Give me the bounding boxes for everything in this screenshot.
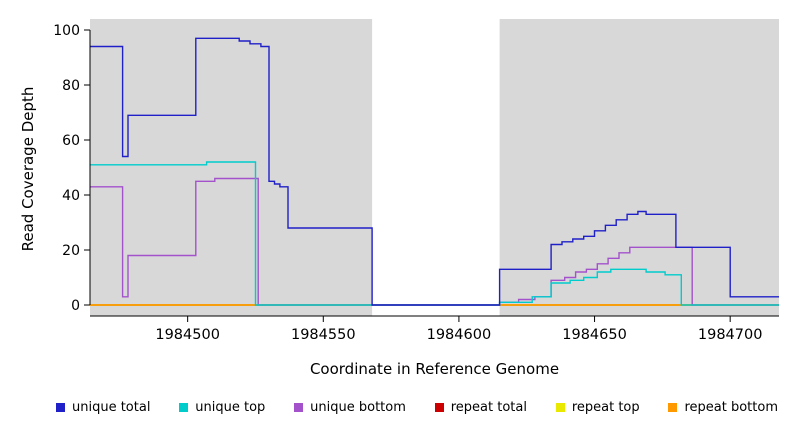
x-tick-label: 1984700	[698, 327, 763, 343]
legend-item-unique-top: unique top	[179, 400, 265, 415]
x-tick-label: 1984500	[155, 327, 220, 343]
legend-label: unique total	[72, 400, 151, 415]
legend-swatch	[555, 403, 565, 412]
y-tick-label: 80	[62, 78, 80, 94]
legend-item-unique-bottom: unique bottom	[294, 400, 406, 415]
legend-label: unique top	[195, 400, 266, 415]
legend-item-unique-total: unique total	[56, 400, 150, 415]
x-tick-label: 1984650	[562, 327, 627, 343]
y-tick-label: 60	[62, 133, 80, 149]
legend-swatch	[434, 403, 444, 412]
series-unique-total	[90, 37, 779, 306]
legend-swatch	[179, 403, 189, 412]
legend-item-repeat-total: repeat total	[434, 400, 527, 415]
legend-swatch	[668, 403, 678, 412]
legend-item-repeat-top: repeat top	[555, 400, 640, 415]
y-tick-label: 100	[53, 23, 80, 39]
legend-swatch	[294, 403, 304, 412]
legend-label: repeat total	[450, 400, 527, 415]
series-unique-top	[90, 161, 779, 306]
x-axis-title: Coordinate in Reference Genome	[309, 360, 560, 378]
legend-label: repeat top	[571, 400, 640, 415]
legend-label: unique bottom	[310, 400, 406, 415]
legend-label: repeat bottom	[684, 400, 778, 415]
y-tick-label: 20	[62, 243, 80, 259]
x-tick-label: 1984600	[427, 327, 492, 343]
chart-legend: unique total unique top unique bottom repea…	[0, 400, 792, 415]
legend-swatch	[56, 403, 65, 412]
y-tick-label: 0	[71, 298, 80, 314]
coverage-gap-region	[372, 19, 500, 316]
legend-item-repeat-bottom: repeat bottom	[668, 400, 778, 415]
x-tick-label: 1984550	[291, 327, 356, 343]
y-axis-title: Read Coverage Depth	[19, 86, 37, 252]
y-tick-label: 40	[62, 188, 80, 204]
coverage-plot-canvas: 0 20 40 60 80 100 1984500 1984550 1984600 1984650…	[53, 19, 779, 343]
